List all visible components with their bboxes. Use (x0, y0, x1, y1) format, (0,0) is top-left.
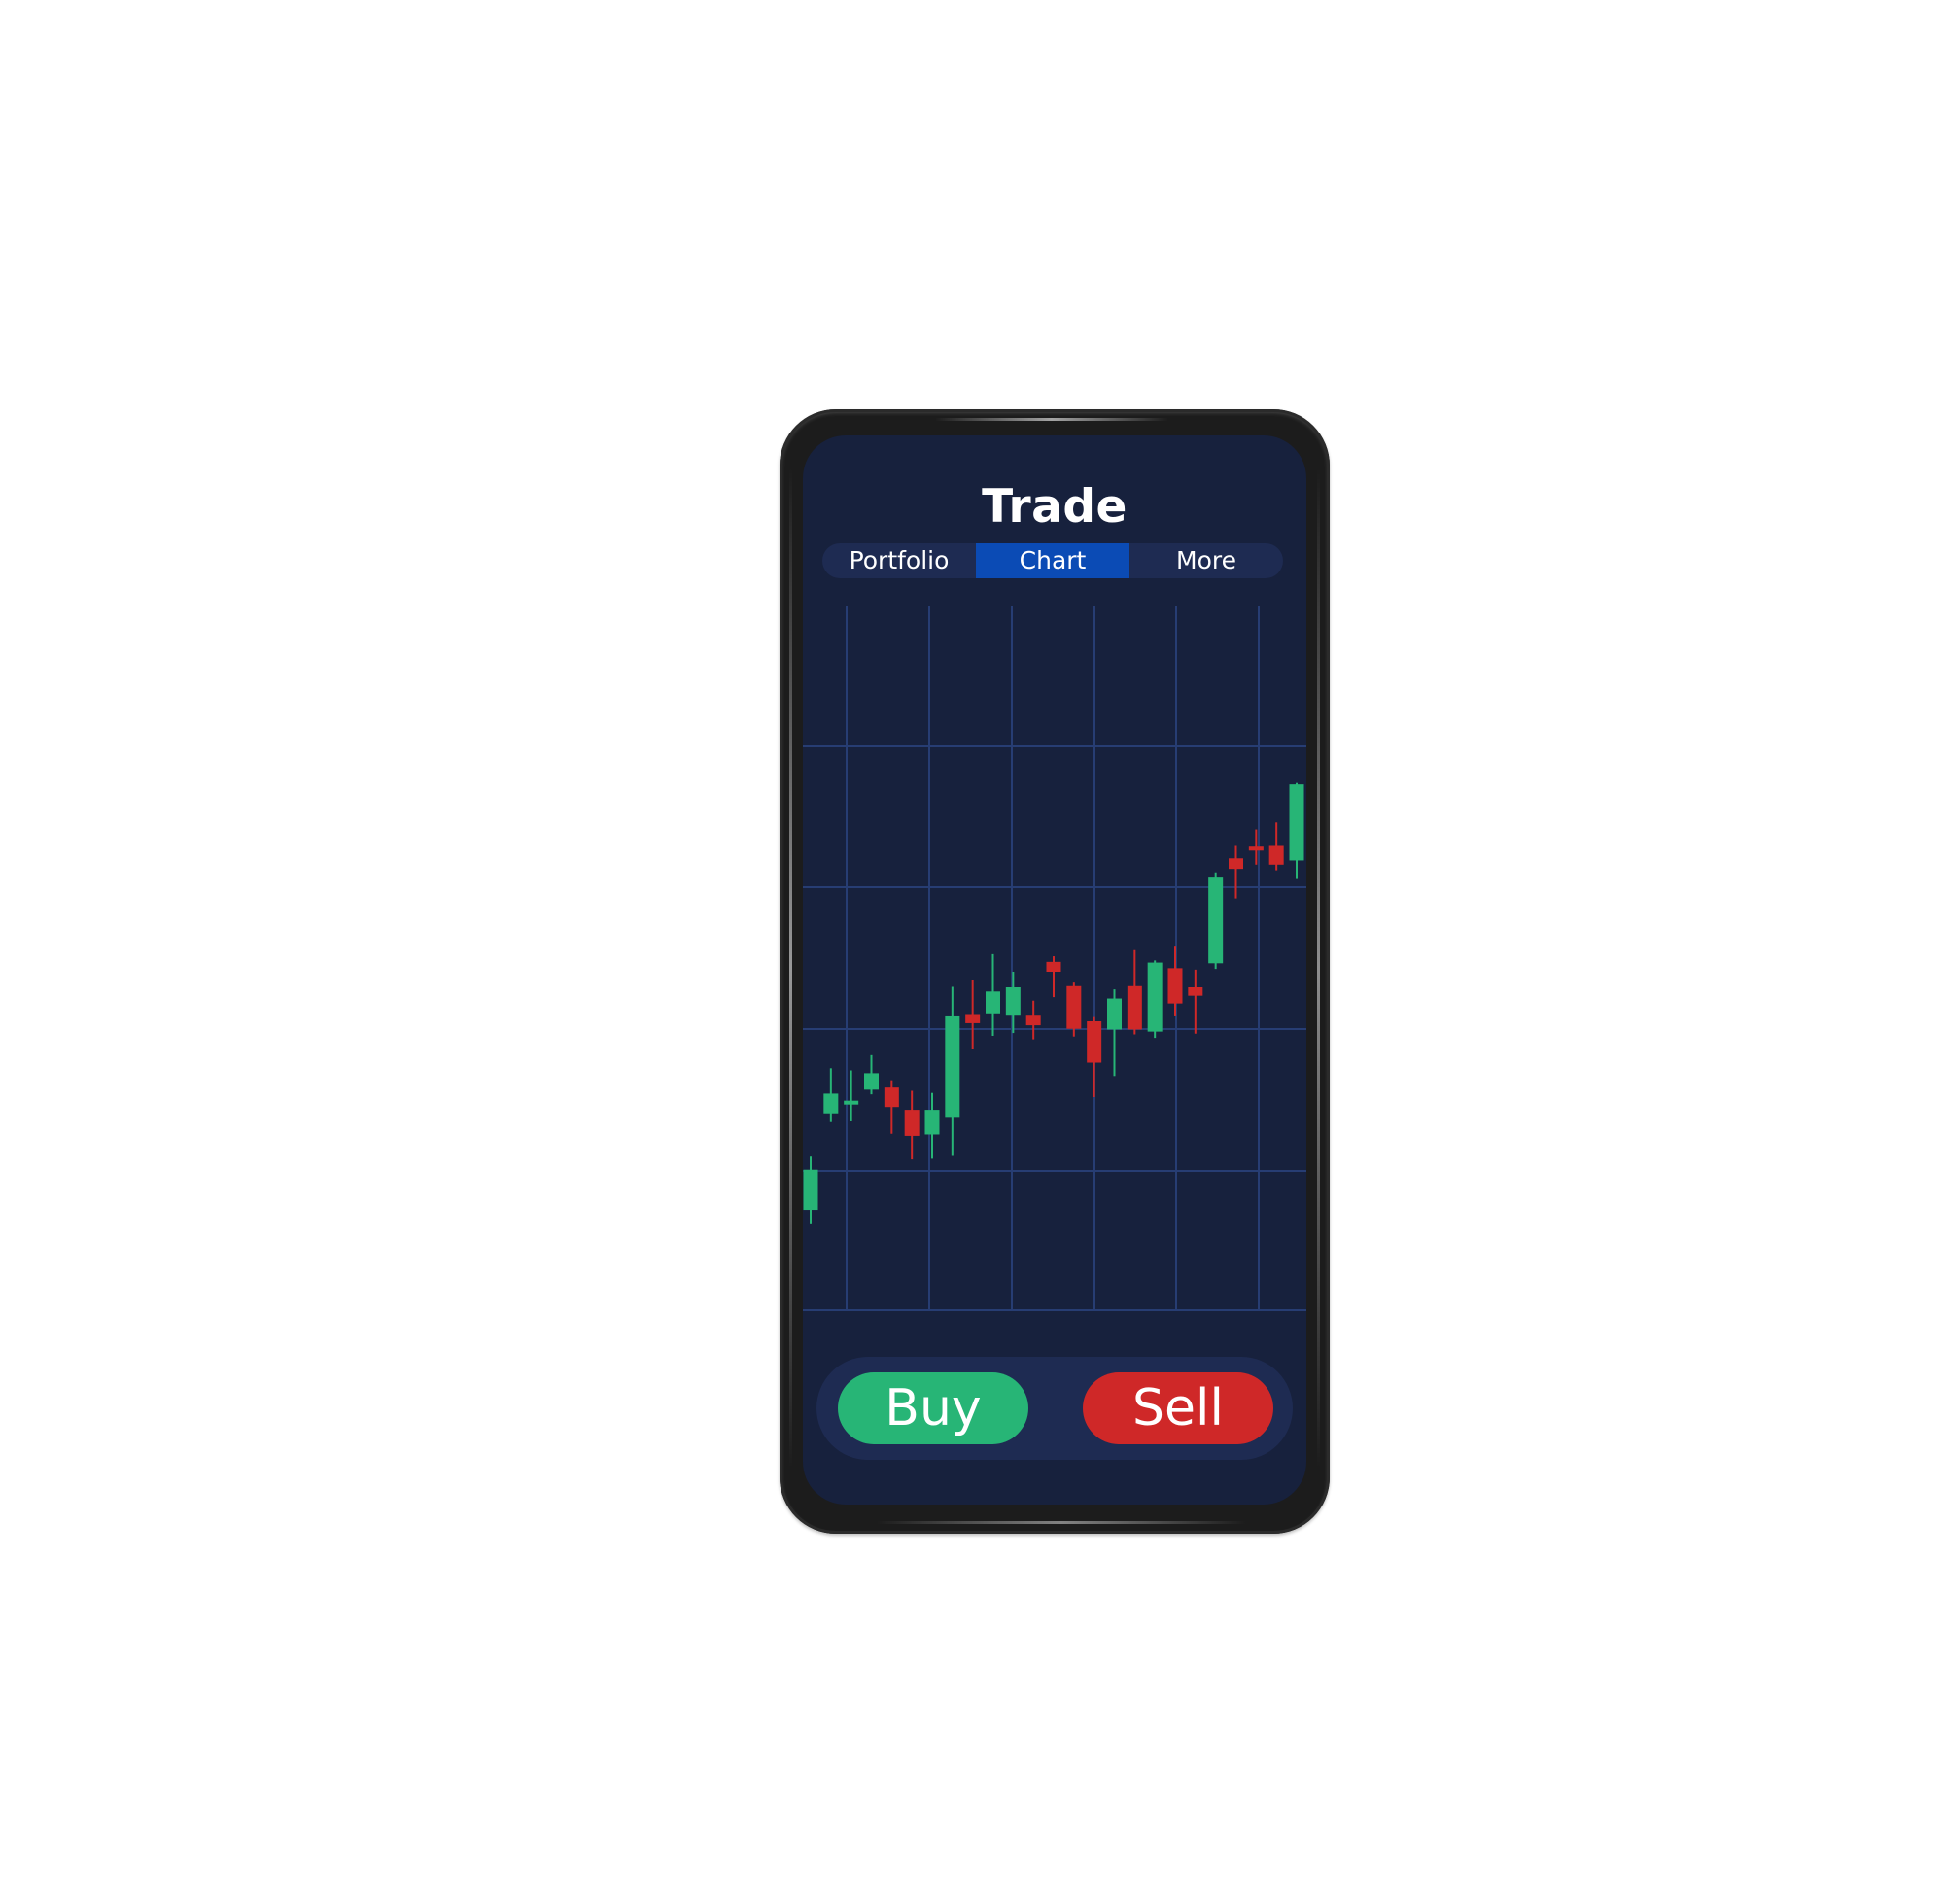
candle-body (1268, 845, 1284, 865)
candle-body (1107, 998, 1122, 1030)
app-screen: Trade Portfolio Chart More Buy Sell (803, 435, 1306, 1505)
candle-up (1147, 960, 1163, 1039)
candle-body (1127, 985, 1142, 1030)
candle-up (1289, 782, 1304, 879)
sell-button[interactable]: Sell (1083, 1372, 1273, 1444)
candle-down (965, 979, 981, 1050)
candle-body (965, 1014, 981, 1023)
candle-down (1127, 949, 1142, 1035)
candle-down (1167, 946, 1183, 1016)
candle-body (1025, 1015, 1041, 1026)
candle-body (803, 1169, 818, 1211)
phone-frame: Trade Portfolio Chart More Buy Sell (780, 409, 1330, 1534)
frame-highlight-left (789, 467, 792, 1469)
action-bar: Buy Sell (816, 1357, 1293, 1460)
candle-body (1046, 961, 1061, 972)
frame-highlight-right (1317, 467, 1320, 1469)
candle-up (986, 953, 1000, 1036)
page-title: Trade (982, 480, 1128, 534)
tab-bar: Portfolio Chart More (822, 543, 1283, 578)
candlestick-chart[interactable] (803, 606, 1306, 1315)
candle-up (1107, 989, 1122, 1077)
candle-up (924, 1092, 940, 1159)
candle-body (864, 1073, 879, 1090)
candle-body (1066, 985, 1082, 1029)
candle-down (1229, 845, 1243, 899)
candle-up (945, 986, 960, 1156)
tab-chart[interactable]: Chart (976, 543, 1129, 578)
candle-body (904, 1110, 920, 1136)
candle-body (1167, 968, 1183, 1004)
candle-body (844, 1100, 859, 1105)
candle-down (1066, 982, 1082, 1037)
candle-body (884, 1087, 899, 1108)
candle-up (1208, 872, 1224, 970)
candle-body (1087, 1021, 1102, 1063)
frame-highlight-bottom (877, 1521, 1246, 1524)
candle-up (803, 1156, 818, 1224)
candle-up (864, 1054, 879, 1095)
candle-body (986, 991, 1000, 1014)
candle-body (924, 1110, 940, 1135)
candle-body (823, 1093, 839, 1114)
candle-body (1208, 877, 1224, 964)
candle-body (1147, 962, 1163, 1032)
candle-up (1005, 972, 1021, 1034)
candle-body (945, 1015, 960, 1118)
tab-more[interactable]: More (1176, 546, 1236, 574)
candle-body (1289, 784, 1304, 861)
candle-down (1087, 1016, 1102, 1098)
frame-highlight-top (935, 418, 1168, 421)
candle-body (1005, 987, 1021, 1016)
candle-body (1229, 858, 1243, 870)
candle-body (1248, 846, 1264, 851)
candle-down (1025, 1000, 1041, 1040)
candle-down (1268, 822, 1284, 871)
candle-up (844, 1070, 859, 1121)
candle-body (1188, 987, 1203, 996)
candle-down (1046, 956, 1061, 998)
candle-down (904, 1090, 920, 1160)
candle-down (1188, 969, 1203, 1034)
candle-up (823, 1068, 839, 1122)
buy-button[interactable]: Buy (838, 1372, 1028, 1444)
candle-down (884, 1080, 899, 1134)
chart-canvas (803, 606, 1306, 1311)
candle-down (1248, 829, 1264, 865)
tab-portfolio[interactable]: Portfolio (849, 546, 950, 574)
